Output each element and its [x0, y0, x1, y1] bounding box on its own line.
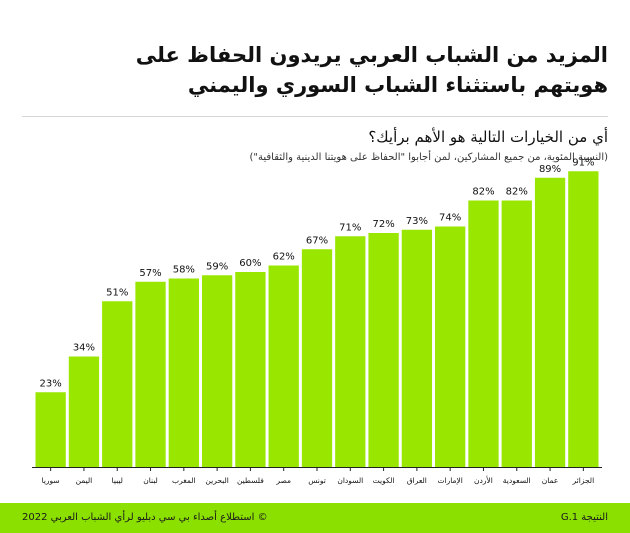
x-tick-label: ليبيا	[112, 476, 123, 485]
x-tick-label: مصر	[275, 476, 291, 485]
bar	[235, 272, 266, 467]
bar	[468, 200, 499, 467]
footer-source: © استطلاع أصداء بي سي دبليو لرأي الشباب …	[22, 512, 268, 523]
x-tick-label: السودان	[337, 476, 363, 485]
bar-value-label: 82%	[506, 187, 528, 198]
x-tick-label: سوريا	[42, 476, 60, 485]
bar	[335, 236, 366, 467]
bar-value-label: 72%	[372, 219, 394, 230]
x-tick-label: الكويت	[373, 476, 395, 485]
bar	[168, 278, 199, 467]
bar-value-label: 91%	[572, 157, 594, 168]
bar-value-label: 71%	[339, 222, 361, 233]
header-divider	[22, 116, 608, 117]
footer-bar: © استطلاع أصداء بي سي دبليو لرأي الشباب …	[0, 503, 630, 533]
footer-result-id: النتيجة 1.G	[560, 512, 608, 523]
bar-value-label: 89%	[539, 164, 561, 175]
bar	[401, 229, 433, 467]
bar-value-label: 82%	[472, 187, 494, 198]
title-line-2: هويتهم باستثناء الشباب السوري واليمني	[187, 73, 608, 97]
bar-value-label: 58%	[173, 265, 195, 276]
bar-value-label: 74%	[439, 213, 461, 224]
bar	[501, 200, 532, 467]
x-tick-label: لبنان	[143, 476, 158, 485]
bar	[435, 226, 466, 467]
bar-value-label: 59%	[206, 261, 228, 272]
x-tick-label: اليمن	[76, 476, 93, 485]
x-tick-label: الإمارات	[437, 476, 462, 485]
title-line-1: المزيد من الشباب العربي يريدون الحفاظ عل…	[135, 43, 608, 67]
x-tick-label: العراق	[407, 476, 427, 485]
bar	[568, 171, 599, 467]
chart-title: المزيد من الشباب العربي يريدون الحفاظ عل…	[48, 40, 608, 100]
bar-value-label: 73%	[406, 216, 428, 227]
bar-value-label: 60%	[239, 258, 261, 269]
bar	[368, 233, 399, 467]
bar-value-label: 57%	[139, 268, 161, 279]
x-tick-label: الجزائر	[572, 476, 595, 485]
bar	[102, 301, 133, 467]
bar-value-label: 62%	[273, 252, 295, 263]
chart-note: (النسبة المئوية، من جميع المشاركين، لمن …	[249, 152, 608, 163]
bar-value-label: 23%	[40, 378, 62, 389]
bar-value-label: 67%	[306, 235, 328, 246]
bar-value-label: 51%	[106, 287, 128, 298]
x-tick-label: فلسطين	[237, 476, 264, 485]
bar-value-label: 34%	[73, 343, 95, 354]
bar	[68, 356, 100, 467]
bar	[35, 392, 66, 467]
x-tick-label: تونس	[308, 476, 326, 485]
x-tick-label: المغرب	[172, 476, 196, 485]
bar	[534, 177, 566, 467]
bar	[135, 281, 166, 467]
x-tick-label: البحرين	[205, 476, 228, 485]
bar	[301, 249, 333, 467]
bar	[201, 275, 233, 467]
chart-question: أي من الخيارات التالية هو الأهم برأيك؟	[368, 128, 608, 146]
x-tick-label: السعودية	[503, 476, 531, 485]
x-tick-label: الأردن	[474, 475, 493, 485]
bar	[268, 265, 299, 467]
x-tick-label: عمان	[542, 476, 559, 485]
bar-chart: 23% سوريا 34% اليمن 51% ليبيا 57% لبنان 58% المغر…	[32, 157, 602, 485]
